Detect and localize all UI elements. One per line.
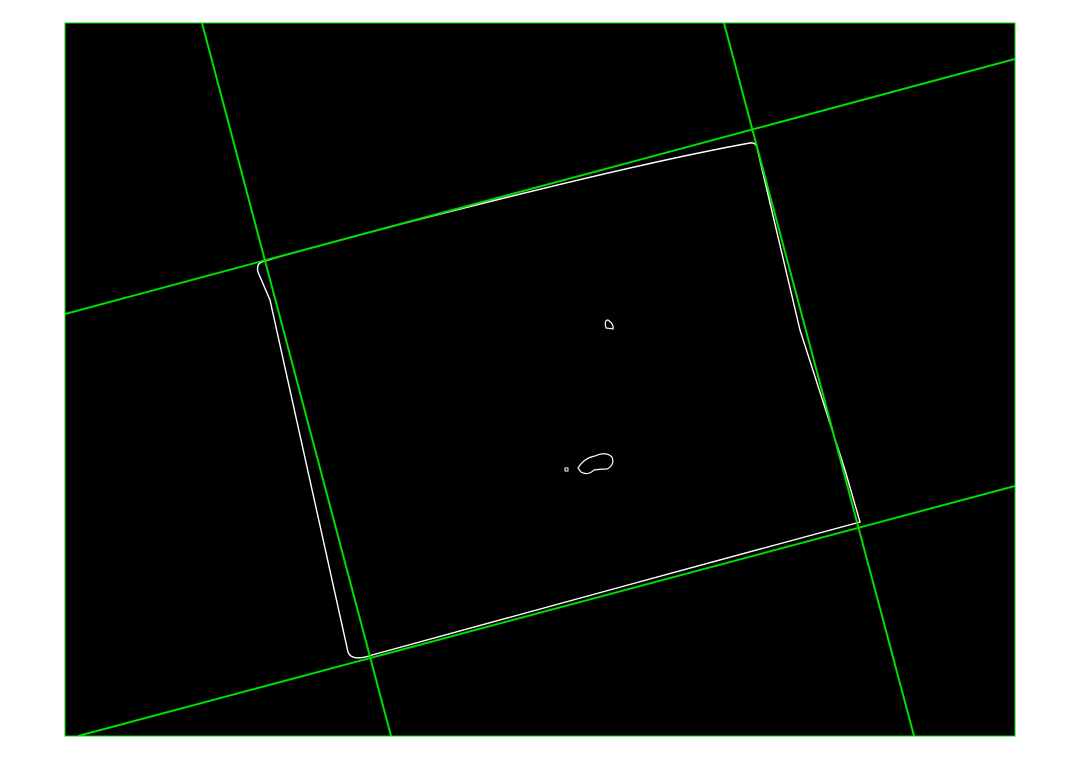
- hough-line-top: [65, 58, 1015, 315]
- edge-blob-small: [604, 319, 614, 330]
- document-edge-outline: [256, 142, 861, 659]
- edge-layer: [256, 142, 861, 659]
- image-area: [64, 22, 1016, 737]
- hough-line-left: [201, 23, 392, 736]
- edge-speck: [564, 467, 569, 472]
- hough-line-right: [723, 23, 915, 736]
- detected-lines-layer: [65, 23, 1015, 736]
- edge-blob-large: [577, 453, 614, 475]
